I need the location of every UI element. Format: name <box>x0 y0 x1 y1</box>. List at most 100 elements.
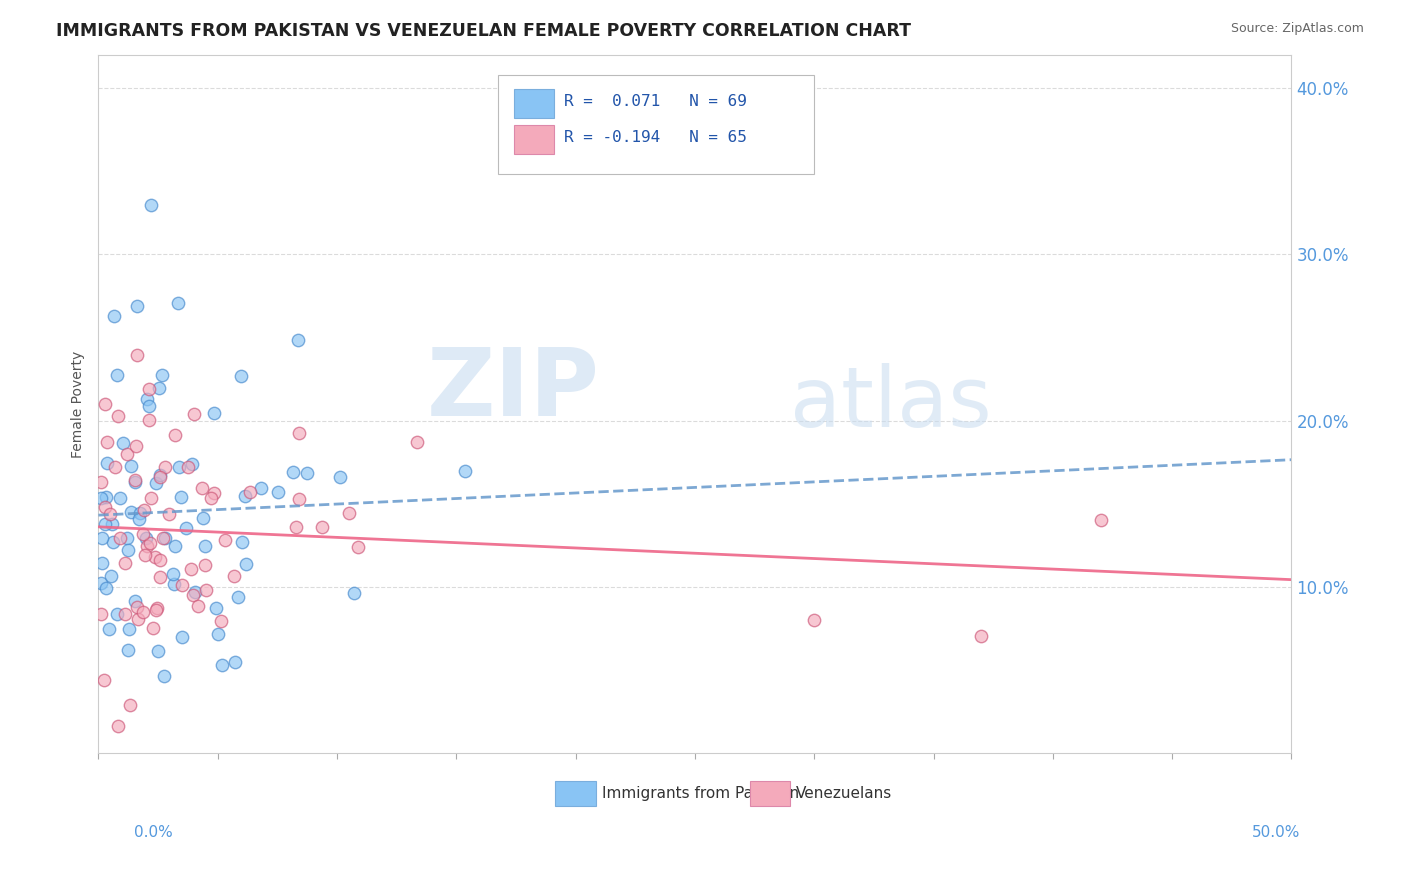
Point <box>153 531 176 545</box>
FancyBboxPatch shape <box>498 75 814 174</box>
Point <box>267 485 290 500</box>
Text: 50.0%: 50.0% <box>1253 825 1301 840</box>
Point <box>202 406 225 420</box>
Point <box>194 582 217 597</box>
Point <box>211 658 233 673</box>
Text: Source: ZipAtlas.com: Source: ZipAtlas.com <box>1230 22 1364 36</box>
Point <box>150 368 173 383</box>
Text: R =  0.071   N = 69: R = 0.071 N = 69 <box>564 94 747 109</box>
Point <box>134 503 156 517</box>
Point <box>97 622 120 636</box>
Point <box>107 409 129 423</box>
Point <box>139 197 162 211</box>
Point <box>145 600 167 615</box>
FancyBboxPatch shape <box>749 781 790 806</box>
Point <box>145 475 167 490</box>
Point <box>152 669 174 683</box>
Point <box>235 557 257 571</box>
Point <box>93 500 115 514</box>
Point <box>288 491 311 506</box>
Point <box>311 520 333 534</box>
Point <box>167 460 190 475</box>
Y-axis label: Female Poverty: Female Poverty <box>72 351 86 458</box>
Point <box>117 542 139 557</box>
Point <box>166 296 188 310</box>
Point <box>107 719 129 733</box>
Point <box>191 511 214 525</box>
Point <box>149 570 172 584</box>
Point <box>190 481 212 495</box>
Point <box>177 459 200 474</box>
Point <box>287 333 309 347</box>
Point <box>165 540 187 554</box>
Point <box>183 588 205 602</box>
Point <box>117 531 139 545</box>
Text: Venezuelans: Venezuelans <box>796 787 893 801</box>
Point <box>139 535 162 549</box>
Point <box>249 481 271 495</box>
Point <box>285 520 308 534</box>
Point <box>132 605 155 619</box>
Point <box>104 459 127 474</box>
Point <box>118 698 141 712</box>
Point <box>224 656 246 670</box>
Point <box>204 600 226 615</box>
Point <box>169 490 191 504</box>
Point <box>803 613 825 627</box>
Point <box>239 485 262 500</box>
Point <box>93 673 115 687</box>
Point <box>224 569 246 583</box>
Point <box>337 506 360 520</box>
Point <box>149 470 172 484</box>
Point <box>124 473 146 487</box>
Point <box>209 615 232 629</box>
Point <box>138 413 160 427</box>
Point <box>115 447 138 461</box>
Point <box>163 577 186 591</box>
Text: 0.0%: 0.0% <box>134 825 173 840</box>
Point <box>194 539 217 553</box>
Point <box>145 603 167 617</box>
Point <box>103 310 125 324</box>
Point <box>287 426 309 441</box>
Point <box>281 466 304 480</box>
Point <box>114 607 136 621</box>
Point <box>117 643 139 657</box>
Point <box>149 468 172 483</box>
Point <box>181 457 204 471</box>
Point <box>134 548 156 562</box>
Point <box>125 439 148 453</box>
Text: IMMIGRANTS FROM PAKISTAN VS VENEZUELAN FEMALE POVERTY CORRELATION CHART: IMMIGRANTS FROM PAKISTAN VS VENEZUELAN F… <box>56 22 911 40</box>
Point <box>152 531 174 545</box>
Point <box>128 512 150 526</box>
Point <box>233 489 256 503</box>
Point <box>120 459 142 474</box>
Point <box>172 630 194 644</box>
Point <box>125 600 148 615</box>
Point <box>90 491 112 505</box>
Point <box>114 556 136 570</box>
Point <box>105 607 128 622</box>
Point <box>180 562 202 576</box>
Point <box>193 558 215 573</box>
Point <box>174 521 197 535</box>
Point <box>328 469 350 483</box>
Point <box>103 534 125 549</box>
Point <box>1090 513 1112 527</box>
Point <box>347 540 370 554</box>
Point <box>96 456 118 470</box>
Point <box>118 623 141 637</box>
Point <box>132 527 155 541</box>
Point <box>135 531 157 545</box>
Point <box>165 428 187 442</box>
Point <box>183 408 205 422</box>
Point <box>100 569 122 583</box>
Point <box>162 567 184 582</box>
Point <box>111 435 134 450</box>
Point <box>231 535 253 549</box>
Point <box>295 467 318 481</box>
FancyBboxPatch shape <box>513 88 554 118</box>
Point <box>96 581 118 595</box>
Point <box>136 392 159 406</box>
Point <box>127 348 149 362</box>
